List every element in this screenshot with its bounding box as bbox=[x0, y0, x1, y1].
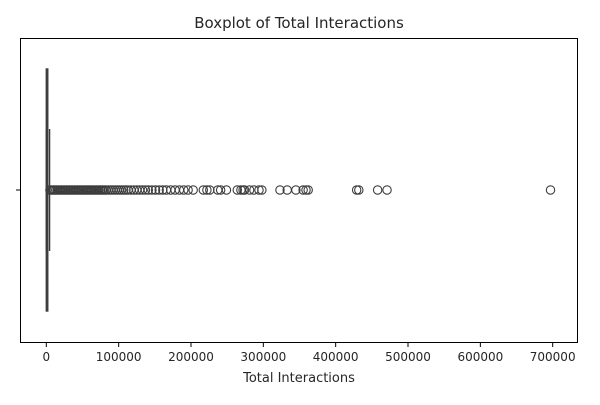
outlier-point bbox=[303, 185, 313, 195]
outlier-point bbox=[372, 185, 383, 195]
x-tick-label: 700000 bbox=[530, 350, 576, 364]
outlier-point bbox=[143, 185, 154, 195]
outlier-point bbox=[198, 185, 209, 195]
outlier-point bbox=[154, 185, 164, 195]
outlier-point bbox=[188, 185, 198, 195]
outlier-point bbox=[545, 185, 556, 195]
outlier-point bbox=[257, 185, 267, 195]
outlier-point bbox=[354, 185, 364, 195]
x-tick-label: 0 bbox=[42, 350, 50, 364]
outlier-point bbox=[202, 185, 212, 195]
x-tick-label: 200000 bbox=[168, 350, 214, 364]
outlier-point bbox=[275, 185, 285, 195]
outlier-point bbox=[221, 185, 232, 195]
x-tick-label: 300000 bbox=[240, 350, 286, 364]
box-element bbox=[45, 68, 51, 312]
outlier-point bbox=[179, 185, 189, 195]
outlier-points bbox=[45, 185, 556, 195]
outlier-point bbox=[137, 185, 148, 195]
outlier-point bbox=[183, 185, 193, 195]
x-axis: 0 100000 200000 300000 400000 500000 600000 700… bbox=[42, 343, 576, 364]
outlier-point bbox=[147, 185, 157, 195]
plot-frame bbox=[20, 38, 578, 343]
outlier-point bbox=[239, 185, 250, 195]
outlier-point bbox=[232, 185, 243, 195]
x-tick-label: 500000 bbox=[385, 350, 431, 364]
outlier-point bbox=[254, 185, 264, 195]
outlier-point bbox=[150, 185, 161, 195]
outlier-point bbox=[244, 185, 255, 195]
outlier-point bbox=[298, 185, 308, 195]
outlier-point bbox=[291, 185, 301, 195]
x-tick-label: 600000 bbox=[457, 350, 503, 364]
outlier-point bbox=[140, 185, 151, 195]
x-tick-label: 400000 bbox=[313, 350, 359, 364]
x-tick-label: 100000 bbox=[96, 350, 142, 364]
chart-title: Boxplot of Total Interactions bbox=[194, 14, 404, 32]
outlier-point bbox=[215, 185, 226, 195]
x-axis-label: Total Interactions bbox=[242, 371, 355, 386]
outlier-point bbox=[382, 185, 392, 195]
